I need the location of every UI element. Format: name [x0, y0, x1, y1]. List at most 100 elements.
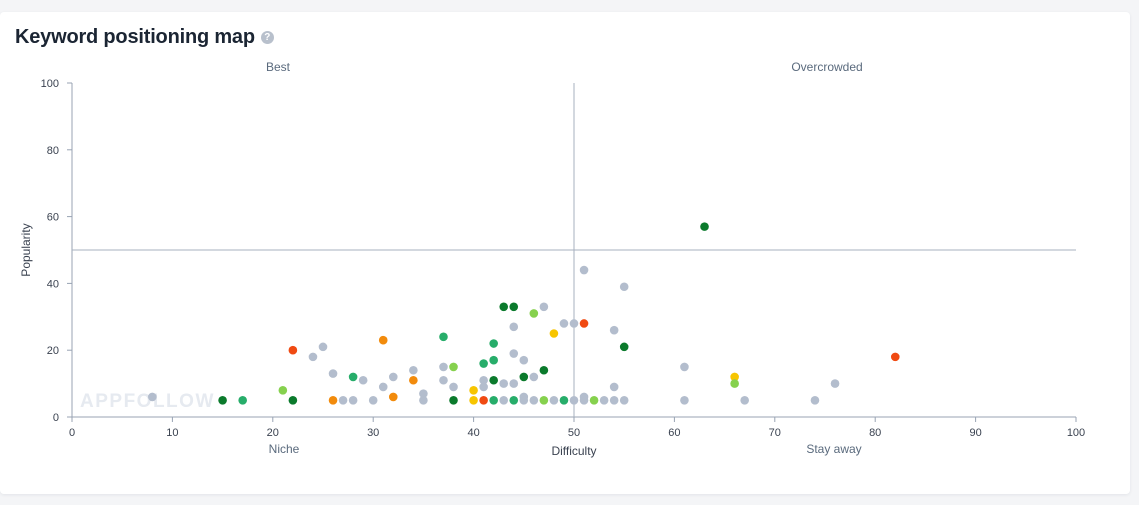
- data-point: [409, 375, 418, 385]
- data-point: [509, 379, 519, 388]
- y-tick-label: 80: [47, 145, 59, 157]
- data-point: [499, 379, 509, 388]
- y-tick-label: 0: [53, 412, 59, 424]
- tick-labels: 0 10 20 30 40 50 60 70 80 90 100 0 20 40 60 80 100: [41, 78, 1086, 439]
- data-point: [449, 396, 458, 405]
- y-tick-label: 20: [47, 345, 59, 357]
- watermark: APPFOLLOW: [80, 391, 215, 412]
- data-point: [740, 396, 749, 405]
- data-point: [730, 379, 739, 388]
- data-point: [439, 332, 448, 342]
- data-point: [529, 372, 539, 382]
- data-point: [609, 325, 619, 335]
- page-title: Keyword positioning map: [15, 26, 255, 48]
- data-point: [238, 396, 247, 405]
- x-tick-label: 20: [267, 427, 279, 439]
- data-point: [489, 375, 498, 385]
- data-point: [378, 382, 388, 392]
- data-point: [589, 396, 599, 405]
- data-point: [569, 319, 579, 328]
- data-point: [449, 362, 458, 372]
- data-point: [619, 396, 629, 405]
- data-point: [619, 342, 629, 352]
- data-point: [469, 396, 478, 405]
- data-point: [559, 319, 569, 328]
- data-point: [439, 375, 448, 385]
- data-point: [509, 349, 519, 358]
- help-icon[interactable]: ?: [260, 31, 274, 44]
- data-point: [810, 396, 820, 405]
- data-point: [539, 396, 549, 405]
- data-point: [479, 375, 488, 385]
- data-point: [218, 396, 227, 405]
- data-points: [148, 222, 900, 405]
- quadrant-label-stay-away: Stay away: [806, 442, 861, 456]
- y-axis-label: Popularity: [19, 223, 33, 276]
- data-point: [388, 372, 398, 382]
- data-point: [700, 222, 709, 231]
- chart-axes: [67, 82, 1077, 422]
- data-point: [730, 372, 739, 382]
- x-axis-label: Difficulty: [551, 444, 596, 458]
- data-point: [579, 265, 589, 275]
- data-point: [378, 335, 388, 345]
- x-tick-label: 100: [1067, 427, 1085, 439]
- data-point: [539, 365, 549, 375]
- data-point: [499, 396, 509, 405]
- data-point: [569, 396, 579, 405]
- quadrant-label-best: Best: [266, 60, 291, 74]
- data-point: [680, 362, 689, 372]
- data-point: [338, 396, 348, 405]
- data-point: [419, 396, 428, 405]
- data-point: [890, 352, 900, 362]
- data-point: [148, 392, 157, 402]
- data-point: [519, 396, 529, 405]
- data-point: [288, 396, 298, 405]
- data-point: [439, 362, 448, 372]
- data-point: [348, 372, 358, 382]
- y-tick-label: 40: [47, 278, 59, 290]
- quadrant-dividers: [72, 83, 1076, 417]
- data-point: [519, 372, 529, 382]
- x-tick-label: 0: [69, 427, 75, 439]
- data-point: [609, 396, 619, 405]
- data-point: [479, 396, 488, 405]
- data-point: [318, 342, 328, 352]
- data-point: [358, 375, 368, 385]
- data-point: [499, 302, 509, 312]
- data-point: [559, 396, 569, 405]
- quadrant-label-overcrowded: Overcrowded: [791, 60, 862, 74]
- data-point: [328, 369, 338, 378]
- data-point: [288, 345, 298, 355]
- quadrant-label-niche: Niche: [269, 442, 300, 456]
- data-point: [680, 396, 689, 405]
- y-tick-label: 60: [47, 212, 59, 224]
- x-tick-label: 40: [467, 427, 479, 439]
- card-header: Keyword positioning map ?: [15, 26, 274, 49]
- x-tick-label: 90: [969, 427, 981, 439]
- data-point: [479, 359, 488, 368]
- x-tick-label: 80: [869, 427, 881, 439]
- data-point: [348, 396, 358, 405]
- data-point: [388, 392, 398, 402]
- data-point: [549, 329, 559, 338]
- data-point: [419, 389, 428, 398]
- x-tick-label: 10: [166, 427, 178, 439]
- x-tick-label: 50: [568, 427, 580, 439]
- data-point: [549, 396, 559, 405]
- data-point: [519, 355, 529, 365]
- data-point: [328, 396, 338, 405]
- keyword-map-card: Keyword positioning map ?: [0, 12, 1130, 494]
- data-point: [449, 382, 458, 392]
- data-point: [529, 396, 539, 405]
- data-point: [469, 385, 478, 395]
- data-point: [489, 339, 498, 348]
- data-point: [830, 379, 840, 388]
- data-point: [409, 365, 418, 375]
- y-tick-label: 100: [41, 78, 59, 90]
- data-point: [489, 355, 498, 365]
- data-point: [579, 319, 589, 328]
- data-point: [609, 382, 619, 392]
- data-point: [479, 382, 488, 392]
